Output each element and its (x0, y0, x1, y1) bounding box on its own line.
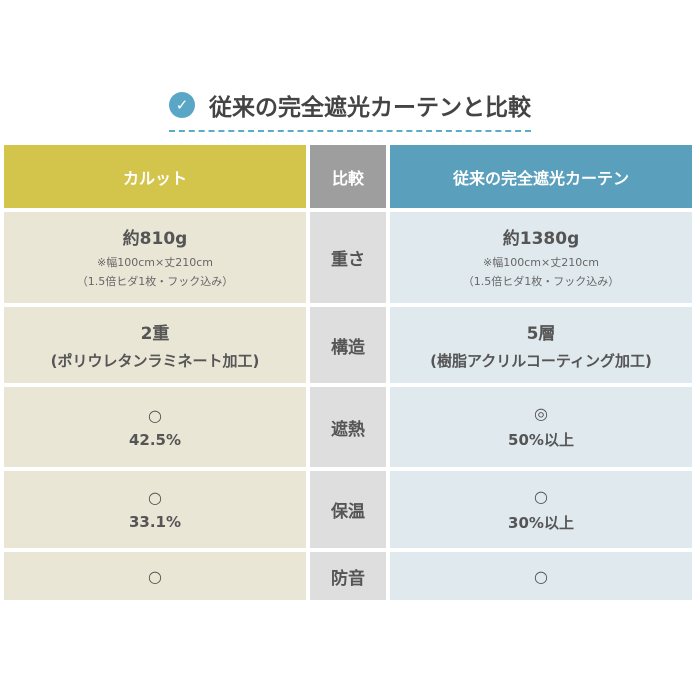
heat-shield-left: ○ 42.5% (4, 387, 306, 467)
row-label-insulation: 保温 (310, 471, 386, 548)
weight-left: 約810g ※幅100cm×丈210cm （1.5倍ヒダ1枚・フック込み） (4, 212, 306, 303)
structure-left: 2重 (ポリウレタンラミネート加工) (4, 307, 306, 383)
check-circle-icon: ✓ (169, 92, 195, 118)
insulation-left: ○ 33.1% (4, 471, 306, 548)
header-conventional: 従来の完全遮光カーテン (390, 145, 692, 208)
header-compare: 比較 (310, 145, 386, 208)
comparison-table: カルット 比較 従来の完全遮光カーテン 約810g ※幅100cm×丈210cm… (4, 145, 692, 600)
row-label-structure: 構造 (310, 307, 386, 383)
header-karutto: カルット (4, 145, 306, 208)
weight-right: 約1380g ※幅100cm×丈210cm （1.5倍ヒダ1枚・フック込み） (390, 212, 692, 303)
structure-right: 5層 (樹脂アクリルコーティング加工) (390, 307, 692, 383)
insulation-right: ○ 30%以上 (390, 471, 692, 548)
row-label-heat-shield: 遮熱 (310, 387, 386, 467)
row-label-soundproof: 防音 (310, 552, 386, 600)
section-title: ✓ 従来の完全遮光カーテンと比較 (0, 88, 700, 132)
row-label-weight: 重さ (310, 212, 386, 303)
soundproof-left: ○ (4, 552, 306, 600)
soundproof-right: ○ (390, 552, 692, 600)
heat-shield-right: ◎ 50%以上 (390, 387, 692, 467)
title-text: 従来の完全遮光カーテンと比較 (209, 95, 531, 121)
